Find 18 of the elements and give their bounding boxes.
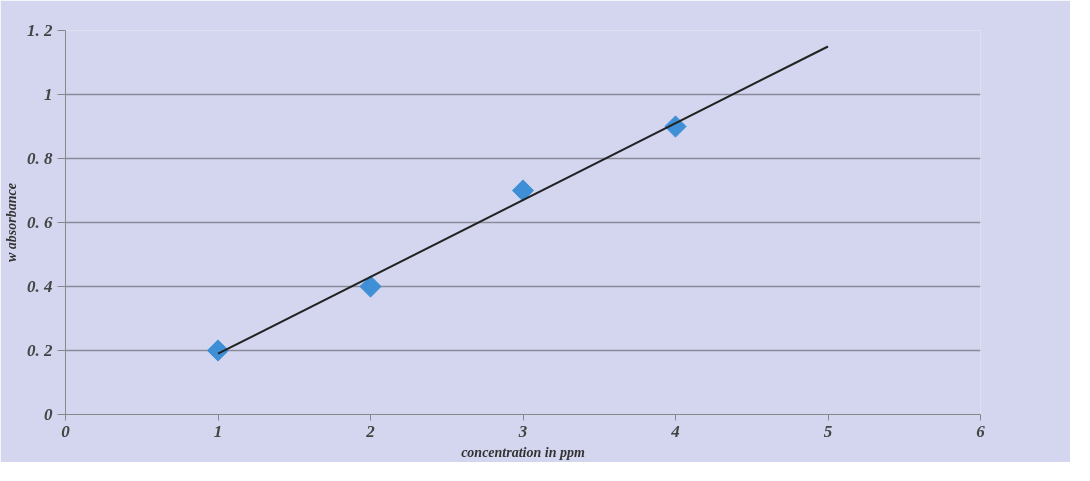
x-axis-title: concentration in ppm (461, 444, 585, 460)
y-tick-label: 0. 2 (27, 341, 53, 360)
x-tick-label: 2 (365, 421, 376, 441)
y-tick-label: 0. 4 (27, 277, 53, 296)
y-tick-label: 1. 2 (27, 21, 53, 40)
y-tick-label: 0. 6 (27, 213, 53, 232)
point (511, 179, 535, 202)
x-tick-label: 3 (517, 421, 528, 441)
x-tick-label: 6 (976, 421, 986, 441)
x-tick-label: 1 (213, 421, 223, 441)
y-tick-label: 1 (44, 85, 53, 104)
x-tick-label: 4 (670, 421, 680, 441)
point (359, 275, 382, 298)
y-axis-title: w absorbance (4, 183, 19, 262)
y-tick-label: 0 (44, 405, 53, 424)
y-tick-label: 0. 8 (27, 149, 53, 168)
x-tick-label: 0 (61, 421, 71, 441)
x-tick-label: 5 (823, 421, 833, 441)
